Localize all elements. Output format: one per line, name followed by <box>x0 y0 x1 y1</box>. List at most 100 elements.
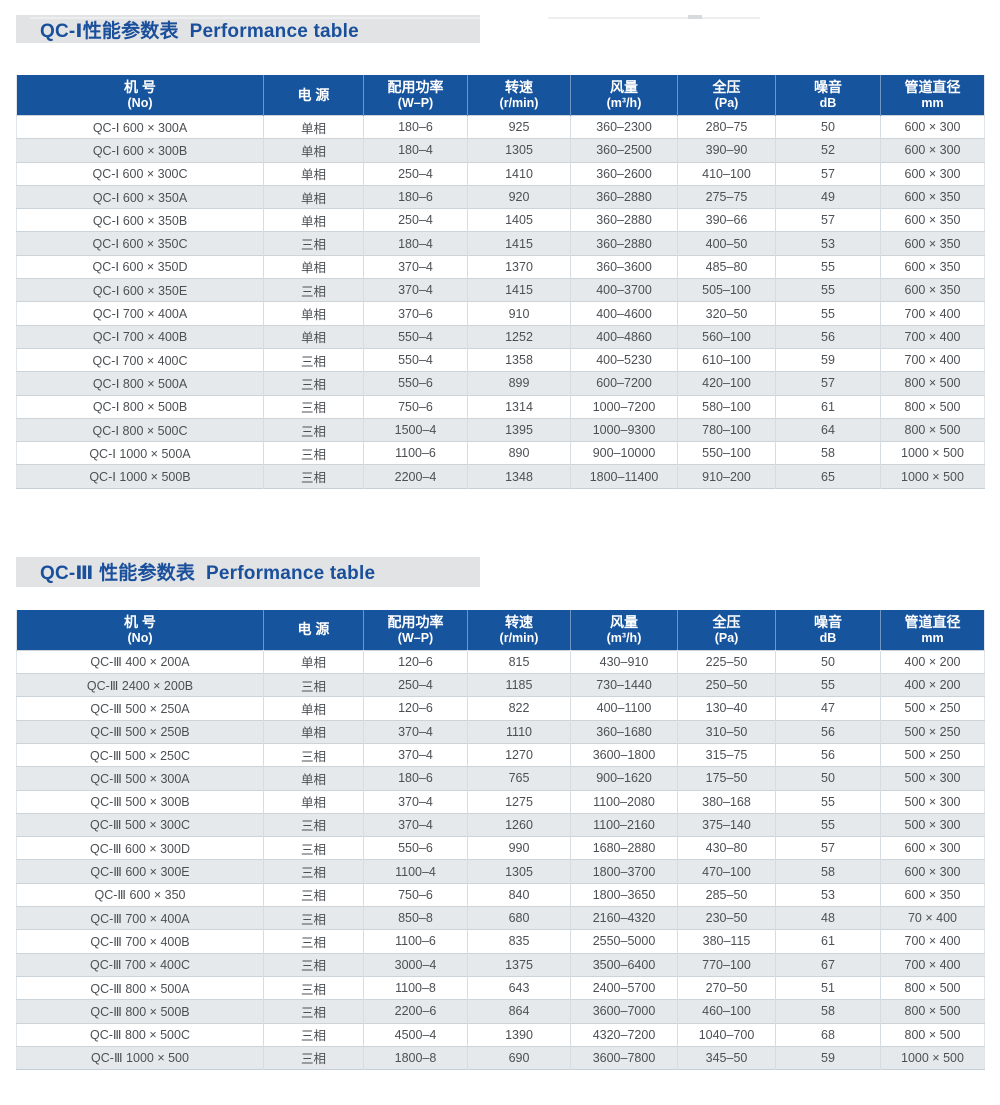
cell-speed: 1405 <box>467 208 571 232</box>
cell-power-supply: 三相 <box>263 952 364 977</box>
cell-duct-size: 500 × 300 <box>880 812 985 837</box>
cell-air-volume: 4320–7200 <box>570 1022 678 1047</box>
table-row: QC-Ⅲ 500 × 300C 三相 370–4 1260 1100–2160 375–1… <box>16 812 985 837</box>
col-header-label: 风量 <box>610 613 638 630</box>
cell-motor-power: 1100–6 <box>363 441 468 465</box>
cell-duct-size: 600 × 350 <box>880 231 985 256</box>
cell-speed: 1410 <box>467 161 571 186</box>
cell-motor-power: 850–8 <box>363 906 468 930</box>
cell-speed: 1415 <box>467 231 571 256</box>
cell-noise: 57 <box>775 161 881 186</box>
cell-model: QC-Ⅲ 500 × 300A <box>16 766 264 791</box>
cell-noise: 59 <box>775 1045 881 1070</box>
cell-total-pressure: 410–100 <box>677 161 776 186</box>
cell-total-pressure: 310–50 <box>677 719 776 744</box>
cell-motor-power: 2200–6 <box>363 999 468 1023</box>
cell-noise: 68 <box>775 1022 881 1047</box>
cell-noise: 55 <box>775 673 881 697</box>
cell-motor-power: 180–6 <box>363 184 468 209</box>
cell-total-pressure: 910–200 <box>677 464 776 489</box>
col-header-unit: mm <box>921 630 944 645</box>
cell-model: QC-Ⅲ 600 × 300E <box>16 859 264 884</box>
col-header-noise: 噪音 dB <box>775 75 881 116</box>
col-header-speed: 转速 (r/min) <box>467 75 571 116</box>
cell-air-volume: 1000–9300 <box>570 417 678 442</box>
col-header-label: 转速 <box>505 613 533 630</box>
cell-noise: 53 <box>775 882 881 907</box>
cell-duct-size: 400 × 200 <box>880 673 985 697</box>
cell-air-volume: 600–7200 <box>570 371 678 396</box>
cell-duct-size: 600 × 350 <box>880 184 985 209</box>
table-row: QC-Ⅰ 1000 × 500A 三相 1100–6 890 900–10000 550–… <box>16 441 985 465</box>
cell-noise: 58 <box>775 999 881 1023</box>
cell-duct-size: 500 × 250 <box>880 742 985 767</box>
section-title-bar-qc-i: QC-Ⅰ性能参数表 Performance table <box>16 15 480 43</box>
cell-model: QC-Ⅲ 400 × 200A <box>16 649 264 674</box>
col-header-unit: (No) <box>127 630 153 645</box>
cell-speed: 1260 <box>467 812 571 837</box>
section-qc-i: QC-Ⅰ性能参数表 Performance table 机 号 (No) 电 源 配用… <box>0 15 1000 489</box>
cell-motor-power: 1100–4 <box>363 859 468 884</box>
cell-power-supply: 三相 <box>263 836 364 860</box>
cell-model: QC-Ⅲ 2400 × 200B <box>16 673 264 697</box>
cell-speed: 864 <box>467 999 571 1023</box>
cell-power-supply: 三相 <box>263 975 364 1000</box>
cell-air-volume: 900–10000 <box>570 441 678 465</box>
cell-power-supply: 三相 <box>263 1045 364 1070</box>
table-row: QC-Ⅲ 700 × 400C 三相 3000–4 1375 3500–6400 770–… <box>16 952 985 977</box>
cell-model: QC-Ⅲ 600 × 300D <box>16 836 264 860</box>
cell-noise: 55 <box>775 254 881 279</box>
cell-speed: 765 <box>467 766 571 791</box>
cell-motor-power: 550–4 <box>363 324 468 349</box>
cell-total-pressure: 380–115 <box>677 929 776 954</box>
cell-model: QC-Ⅲ 500 × 250C <box>16 742 264 767</box>
header-row: 机 号 (No) 电 源配用功率 (W–P) 转速 (r/min) 风量 (m³/h) 全压 (P… <box>16 75 985 116</box>
cell-noise: 58 <box>775 441 881 465</box>
cell-total-pressure: 130–40 <box>677 696 776 721</box>
table-row: QC-Ⅲ 500 × 300A 单相 180–6 765 900–1620 175–50 5… <box>16 766 985 791</box>
cell-total-pressure: 550–100 <box>677 441 776 465</box>
cell-air-volume: 360–2880 <box>570 184 678 209</box>
cell-motor-power: 1800–8 <box>363 1045 468 1070</box>
cell-noise: 50 <box>775 114 881 139</box>
page: { "colors": { "header_bg": "#17549e", "t… <box>0 15 1000 1105</box>
cell-speed: 840 <box>467 882 571 907</box>
col-header-noise: 噪音 dB <box>775 609 881 651</box>
cell-power-supply: 单相 <box>263 649 364 674</box>
cell-motor-power: 1100–8 <box>363 975 468 1000</box>
cell-noise: 48 <box>775 906 881 930</box>
cell-speed: 990 <box>467 836 571 860</box>
header-row: 机 号 (No) 电 源配用功率 (W–P) 转速 (r/min) 风量 (m³/h) 全压 (P… <box>16 609 985 651</box>
cell-power-supply: 三相 <box>263 742 364 767</box>
cell-speed: 643 <box>467 975 571 1000</box>
cell-air-volume: 360–3600 <box>570 254 678 279</box>
cell-model: QC-Ⅰ 1000 × 500A <box>16 441 264 465</box>
cell-model: QC-Ⅲ 500 × 300C <box>16 812 264 837</box>
cell-power-supply: 三相 <box>263 929 364 954</box>
cell-air-volume: 360–2300 <box>570 114 678 139</box>
cell-duct-size: 500 × 300 <box>880 766 985 791</box>
col-header-air-volume: 风量 (m³/h) <box>570 75 678 116</box>
col-header-total-pressure: 全压 (Pa) <box>677 75 776 116</box>
col-header-air-volume: 风量 (m³/h) <box>570 609 678 651</box>
cell-air-volume: 400–4860 <box>570 324 678 349</box>
cell-duct-size: 1000 × 500 <box>880 441 985 465</box>
table-row: QC-Ⅰ 1000 × 500B 三相 2200–4 1348 1800–11400 91… <box>16 464 985 489</box>
cell-air-volume: 1100–2080 <box>570 789 678 814</box>
cell-air-volume: 1100–2160 <box>570 812 678 837</box>
cell-air-volume: 900–1620 <box>570 766 678 791</box>
col-header-label: 配用功率 <box>387 613 444 630</box>
cell-air-volume: 3500–6400 <box>570 952 678 977</box>
cell-power-supply: 单相 <box>263 324 364 349</box>
cell-noise: 55 <box>775 812 881 837</box>
cell-noise: 59 <box>775 347 881 372</box>
cell-speed: 1348 <box>467 464 571 489</box>
cell-speed: 1390 <box>467 1022 571 1047</box>
cell-air-volume: 2400–5700 <box>570 975 678 1000</box>
table-row: QC-Ⅲ 2400 × 200B 三相 250–4 1185 730–1440 250–5… <box>16 673 985 697</box>
col-header-duct-size: 管道直径 mm <box>880 75 985 116</box>
cell-duct-size: 700 × 400 <box>880 347 985 372</box>
cell-model: QC-Ⅰ 800 × 500A <box>16 371 264 396</box>
col-header-unit: (r/min) <box>499 96 539 110</box>
cell-duct-size: 400 × 200 <box>880 649 985 674</box>
